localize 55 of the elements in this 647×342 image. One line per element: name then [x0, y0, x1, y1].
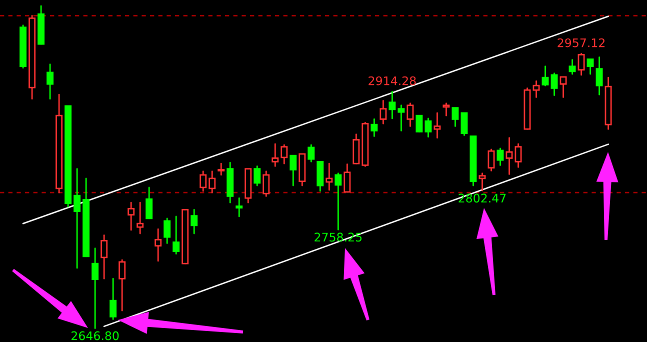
candlestick: [442, 102, 450, 116]
candlestick: [164, 218, 171, 244]
candlestick: [326, 162, 333, 191]
candlestick: [470, 136, 477, 186]
candlestick: [452, 107, 459, 127]
candlestick: [272, 143, 279, 167]
candlestick: [226, 162, 234, 204]
candlestick: [604, 76, 612, 130]
candlestick: [308, 144, 315, 162]
candlestick: [380, 100, 387, 124]
candlestick: [136, 202, 144, 234]
candlestick: [56, 94, 63, 194]
annotation: 2957.12: [558, 38, 604, 48]
candlestick: [478, 172, 486, 192]
candlestick: [128, 202, 135, 231]
candlestick: [290, 154, 297, 186]
annotation: 2646.80: [72, 331, 119, 340]
candlestick: [298, 153, 306, 186]
candlestick: [568, 59, 576, 75]
candlestick: [236, 197, 243, 218]
candlestick: [218, 162, 225, 176]
candlestick: [560, 76, 567, 98]
candlestick: [190, 209, 198, 234]
candlestick: [370, 118, 378, 137]
candlestick: [550, 72, 558, 96]
candlestick: [154, 228, 162, 262]
candlestick: [596, 56, 603, 96]
candlestick: [172, 216, 180, 255]
candlestick: [92, 248, 99, 329]
candlestick: [514, 143, 522, 168]
candlestick: [46, 64, 54, 100]
candlestick: [244, 168, 252, 204]
candlestick: [316, 160, 324, 192]
candlestick: [208, 170, 216, 194]
annotation: 2914.28: [368, 76, 416, 86]
candlestick: [506, 137, 513, 175]
candlestick: [434, 112, 441, 139]
candlestick: [388, 91, 396, 120]
candlestick: [532, 80, 540, 98]
candlestick: [110, 278, 117, 320]
candlestick: [262, 170, 270, 197]
candlestick: [64, 105, 72, 208]
candlestick: [200, 170, 207, 192]
candlestick: [254, 165, 261, 186]
candlestick: [74, 168, 81, 269]
candlestick: [578, 53, 585, 76]
candlestick: [488, 148, 495, 172]
candlestick: [406, 102, 414, 127]
candlestick: [280, 144, 288, 164]
candlestick: [424, 118, 432, 138]
candlestick: [398, 104, 405, 132]
annotation: 2802.47: [458, 194, 506, 203]
candlestick: [460, 112, 468, 136]
candlestick: [586, 58, 594, 75]
candlestick: [100, 234, 108, 280]
